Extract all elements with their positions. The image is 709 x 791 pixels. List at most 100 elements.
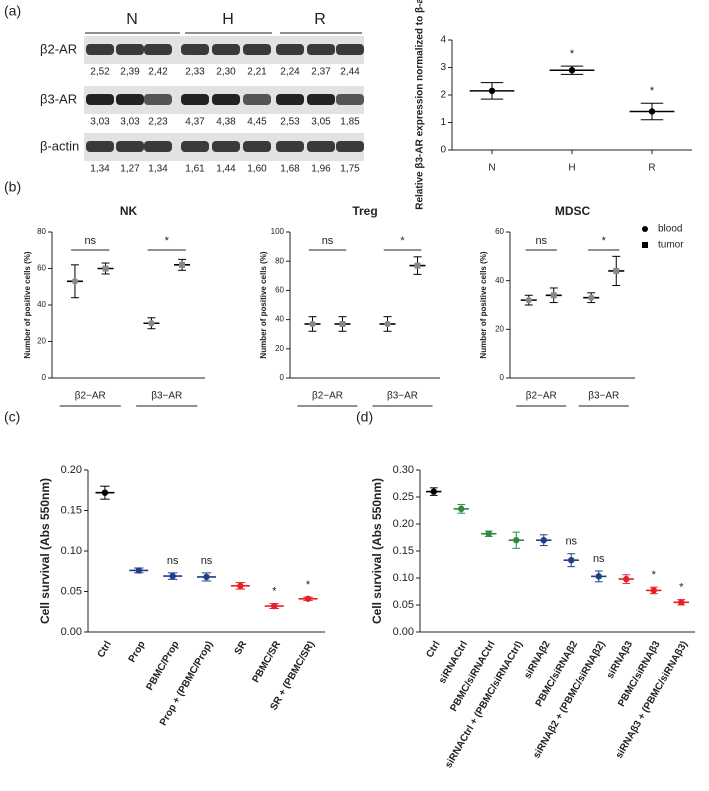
legend-label: tumor: [658, 240, 684, 251]
y-tick-label: 20: [495, 324, 504, 333]
y-tick-label: 80: [275, 256, 284, 265]
y-tick-label: 0.25: [393, 491, 414, 503]
blot-value: 1,68: [280, 164, 300, 175]
panel-label: (a): [4, 3, 21, 19]
value-annotation: ns: [167, 555, 179, 567]
y-axis-label: Relative β3-AR expression normalized to …: [415, 0, 426, 210]
blot-value: 3,03: [90, 117, 110, 128]
x-tick-label: Ctrl: [96, 639, 114, 660]
legend-marker: [642, 242, 648, 248]
blot-value: 1,34: [90, 164, 110, 175]
blot-band: [144, 141, 172, 152]
blot-band: [336, 94, 364, 105]
y-tick-label: 0: [42, 373, 47, 382]
x-tick-label: β3−AR: [588, 391, 619, 402]
data-point: [148, 320, 155, 327]
data-point: [414, 262, 421, 269]
blot-band: [116, 44, 144, 55]
panel-label: (c): [4, 409, 20, 425]
blot-band: [181, 94, 209, 105]
x-tick-label: N: [488, 163, 495, 174]
legend-label: blood: [658, 224, 682, 235]
significance-label: *: [165, 235, 170, 247]
blot-value: 1,60: [247, 164, 267, 175]
significance-label: *: [400, 235, 405, 247]
blot-value: 1,96: [311, 164, 331, 175]
blot-value: 2,42: [148, 67, 168, 78]
blot-band: [144, 44, 172, 55]
blot-band: [336, 141, 364, 152]
data-point: [525, 296, 532, 304]
blot-value: 2,21: [247, 67, 267, 78]
y-tick-label: 0.20: [393, 518, 414, 530]
blot-band: [276, 44, 304, 55]
y-tick-label: 20: [37, 337, 46, 346]
blot-group: R: [314, 11, 326, 28]
blot-value: 2,39: [120, 67, 140, 78]
data-point: [384, 320, 391, 328]
value-annotation: ns: [201, 555, 213, 567]
y-tick-label: 60: [495, 227, 504, 236]
chart-title: Treg: [352, 204, 377, 218]
blot-value: 2,30: [216, 67, 236, 78]
blot-value: 3,03: [120, 117, 140, 128]
blot-band: [181, 141, 209, 152]
blot-value: 2,37: [311, 67, 331, 78]
x-tick-label: R: [648, 163, 655, 174]
y-axis-label: Cell survival (Abs 550nm): [370, 478, 384, 624]
blot-band: [181, 44, 209, 55]
blot-value: 2,44: [340, 67, 360, 78]
blot-band: [243, 44, 271, 55]
blot-value: 3,05: [311, 117, 331, 128]
x-tick-label: siRNAβ3: [605, 639, 636, 681]
blot-band: [307, 141, 335, 152]
significance-label: ns: [84, 235, 96, 247]
data-point: [71, 278, 79, 285]
blot-value: 2,23: [148, 117, 168, 128]
y-tick-label: 40: [275, 315, 284, 324]
significance-label: ns: [535, 235, 547, 247]
blot-value: 4,37: [185, 117, 205, 128]
blot-band: [243, 141, 271, 152]
blot-value: 2,33: [185, 67, 205, 78]
data-point: [550, 292, 557, 299]
data-point: [613, 267, 620, 274]
y-tick-label: 0.00: [61, 626, 82, 638]
significance-label: *: [602, 235, 607, 247]
data-point: [339, 320, 346, 327]
blot-row-label: β3-AR: [40, 91, 77, 106]
blot-band: [212, 141, 240, 152]
blot-value: 2,52: [90, 67, 110, 78]
y-axis-label: Number of positive cells (%): [23, 251, 32, 358]
data-point: [588, 294, 595, 301]
value-annotation: *: [679, 582, 684, 594]
y-tick-label: 60: [275, 286, 284, 295]
x-tick-label: β3−AR: [387, 391, 418, 402]
y-tick-label: 0.05: [61, 585, 82, 597]
y-tick-label: 0.10: [393, 572, 414, 584]
blot-value: 4,38: [216, 117, 236, 128]
data-point: [179, 261, 186, 268]
blot-band: [307, 44, 335, 55]
blot-value: 1,61: [185, 164, 205, 175]
blot-value: 1,75: [340, 164, 360, 175]
x-tick-label: Prop: [127, 639, 148, 664]
y-tick-label: 20: [275, 344, 284, 353]
y-tick-label: 0.15: [393, 545, 414, 557]
y-axis-label: Number of positive cells (%): [259, 251, 268, 358]
value-annotation: *: [652, 569, 657, 581]
blot-value: 1,34: [148, 164, 168, 175]
panel-label: (b): [4, 179, 21, 195]
y-axis-label: Number of positive cells (%): [479, 251, 488, 358]
y-tick-label: 0: [500, 373, 505, 382]
blot-band: [276, 94, 304, 105]
y-tick-label: 0: [280, 373, 285, 382]
blot-band: [144, 94, 172, 105]
chart-title: NK: [120, 204, 138, 218]
y-tick-label: 100: [271, 227, 285, 236]
panel-label: (d): [356, 409, 373, 425]
y-tick-label: 2: [440, 90, 446, 101]
chart-title: MDSC: [555, 204, 591, 218]
blot-band: [116, 141, 144, 152]
y-axis-label: Cell survival (Abs 550nm): [38, 478, 52, 624]
